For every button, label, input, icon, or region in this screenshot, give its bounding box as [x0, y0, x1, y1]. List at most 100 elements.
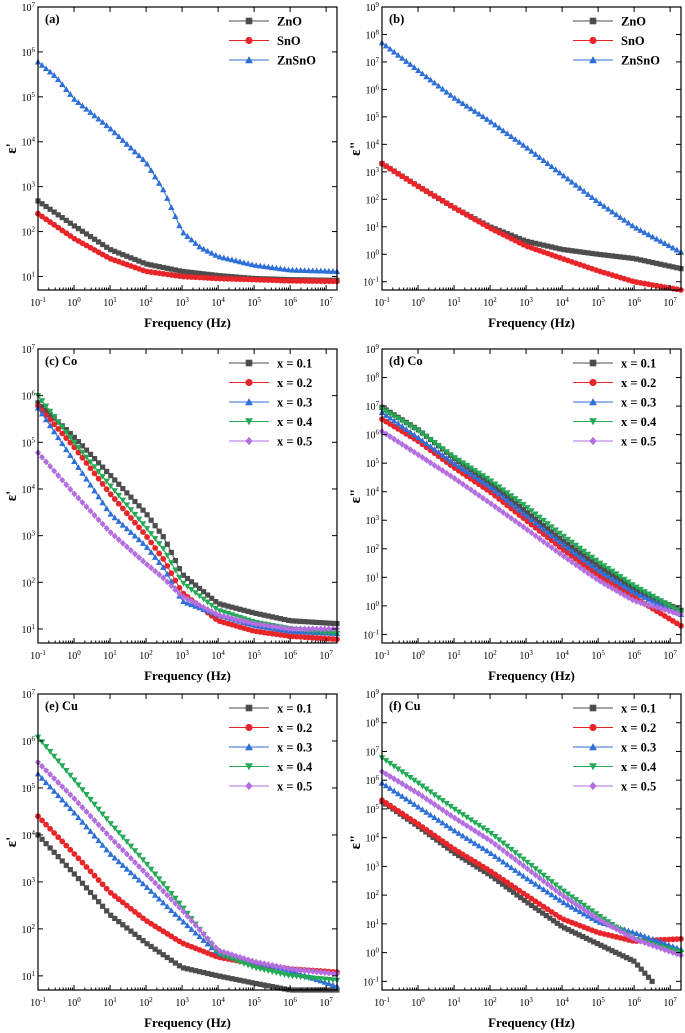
data-point [144, 261, 150, 267]
data-point [111, 488, 118, 495]
data-point [128, 494, 134, 500]
legend-marker [245, 398, 253, 406]
data-point [148, 564, 155, 572]
data-point [528, 878, 535, 884]
data-point [580, 910, 588, 917]
data-point [329, 970, 336, 977]
data-point [104, 244, 110, 250]
data-point [176, 268, 183, 274]
data-point [572, 900, 579, 908]
data-point [447, 462, 454, 469]
data-point [524, 238, 531, 245]
legend-entry: x = 0.3 [277, 396, 312, 410]
series-znsno [378, 39, 685, 255]
data-point [261, 982, 267, 988]
x-tick-label: 106 [627, 996, 641, 1009]
data-point [512, 500, 518, 506]
data-point [443, 809, 450, 817]
data-point [411, 425, 418, 432]
data-point [192, 929, 199, 936]
data-point [633, 224, 640, 231]
data-point [71, 95, 78, 102]
x-tick-label: 101 [447, 649, 461, 662]
data-point [549, 244, 555, 250]
data-point [536, 154, 543, 160]
data-point [139, 857, 147, 864]
data-point [455, 463, 462, 469]
data-point [59, 476, 66, 484]
data-point [657, 605, 664, 612]
data-point [439, 456, 446, 463]
data-point [451, 827, 458, 834]
data-point [585, 908, 592, 916]
data-point [585, 569, 592, 577]
data-point [293, 625, 300, 633]
data-point [545, 526, 551, 532]
data-point [79, 102, 86, 109]
data-point [638, 966, 644, 972]
data-point [593, 251, 599, 257]
data-point [508, 853, 515, 860]
data-point [75, 444, 82, 451]
data-point [560, 547, 567, 553]
data-point [585, 556, 591, 562]
data-point [467, 465, 475, 472]
data-point [653, 595, 660, 602]
data-point [435, 816, 442, 823]
data-point [136, 863, 143, 870]
series-line [381, 42, 682, 253]
plot-frame [37, 6, 338, 291]
data-point [597, 916, 604, 924]
data-point [257, 276, 264, 283]
data-point [447, 91, 454, 98]
data-point [581, 553, 587, 559]
x-tick-label: 102 [139, 996, 153, 1009]
data-point [532, 880, 539, 887]
data-point [285, 965, 292, 973]
data-point [524, 510, 531, 516]
data-point [213, 599, 219, 605]
data-point [269, 961, 276, 969]
data-point [621, 930, 628, 937]
legend-entry: x = 0.2 [277, 721, 312, 735]
data-point [317, 267, 325, 274]
data-point [451, 806, 458, 813]
y-tick-label: 101 [366, 221, 380, 234]
data-point [532, 516, 539, 522]
data-point [325, 969, 332, 977]
data-point [556, 530, 563, 537]
data-point [669, 608, 676, 616]
data-point [634, 962, 641, 968]
data-point [131, 511, 139, 518]
data-point [556, 169, 563, 176]
data-point [313, 267, 320, 274]
data-point [131, 532, 139, 539]
data-point [576, 564, 583, 571]
data-point [128, 905, 134, 912]
data-point [475, 110, 483, 117]
data-point [597, 564, 603, 570]
data-point [216, 253, 224, 260]
data-point [568, 539, 576, 546]
data-point [140, 557, 147, 565]
data-point [560, 541, 568, 548]
data-point [508, 500, 515, 507]
data-point [75, 855, 82, 862]
data-point [520, 872, 527, 879]
data-point [42, 744, 50, 750]
data-point [459, 465, 467, 472]
data-point [556, 885, 563, 892]
data-point [87, 233, 94, 240]
data-point [479, 825, 487, 832]
data-point [59, 227, 66, 234]
data-point [55, 434, 62, 441]
data-point [111, 893, 118, 899]
y-tick-label: 100 [366, 248, 380, 261]
data-point [641, 933, 648, 939]
data-point [491, 481, 499, 488]
data-point [496, 506, 503, 513]
data-point [148, 262, 154, 268]
data-point [544, 880, 551, 888]
data-point [547, 915, 553, 921]
y-tick-label: 103 [22, 181, 36, 194]
